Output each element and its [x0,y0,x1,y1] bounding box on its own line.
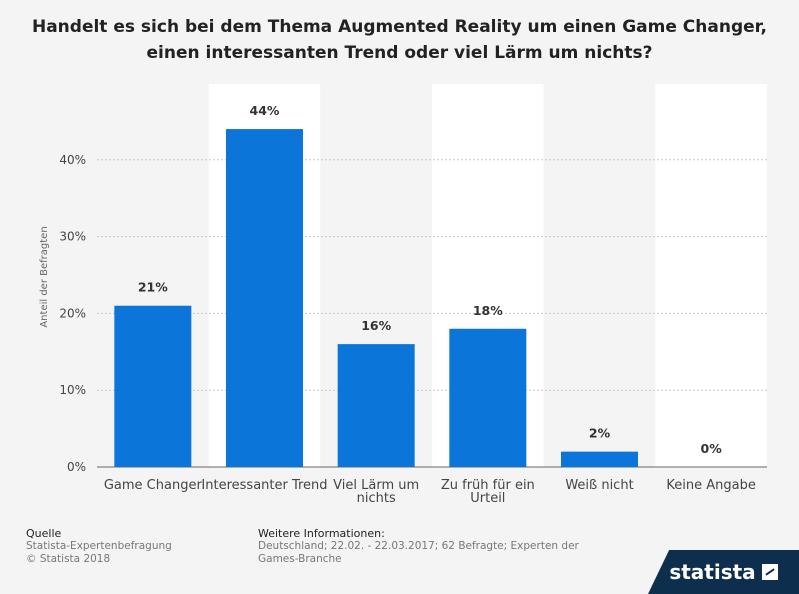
x-category-label: Urteil [470,491,505,506]
x-category-label: Game Changer [104,478,203,493]
x-category-label: Keine Angabe [666,478,755,493]
bar-chart: 0% 10% 20% 30% 40% Game Changer Interessanter… [39,84,767,506]
column-bands [97,84,767,467]
bar[interactable] [337,344,415,467]
bar[interactable] [226,129,303,467]
x-category-label: Zu früh für ein [441,478,535,493]
chart-title-line-2: einen interessanten Trend oder viel Lärm… [146,43,653,63]
data-label: 18% [473,303,503,318]
source-block: Quelle Statista-Expertenbefragung © Stat… [26,527,172,566]
gridlines [97,159,767,468]
data-label: 44% [250,103,280,118]
x-category-label: Interessanter Trend [201,478,327,493]
x-axis-categories: Game Changer Interessanter Trend Viel Lärm… [104,478,756,506]
source-line-1: Statista-Expertenbefragung [26,540,172,552]
y-axis-label: Anteil der Befragten [39,226,50,327]
column-band [655,84,767,467]
statista-logo[interactable]: statista [648,550,799,594]
bar[interactable] [561,451,638,467]
x-category-label: Viel Lärm um [333,478,419,493]
y-tick-label: 40% [59,153,86,167]
y-tick-label: 30% [59,230,86,244]
data-label: 0% [701,441,723,456]
info-line-1: Deutschland; 22.02. - 22.03.2017; 62 Bef… [258,540,579,552]
statista-logo-icon [761,564,778,580]
chart-title-line-1: Handelt es sich bei dem Thema Augmented … [31,17,767,37]
y-tick-label: 20% [59,306,86,320]
data-label: 2% [589,426,611,441]
statista-logo-text: statista [669,560,756,584]
source-heading: Quelle [26,527,62,540]
source-line-2: © Statista 2018 [26,553,111,565]
bars [114,129,638,467]
column-band [543,84,656,467]
y-axis-ticks: 0% 10% 20% 30% 40% [59,153,86,474]
y-tick-label: 0% [67,460,86,474]
y-tick-label: 10% [59,383,86,397]
bar[interactable] [449,328,527,467]
info-block: Weitere Informationen: Deutschland; 22.0… [258,527,579,566]
info-heading: Weitere Informationen: [258,527,385,540]
data-labels: 21% 44% 16% 18% 2% 0% [138,103,722,456]
x-category-label: nichts [357,491,396,506]
x-category-label: Weiß nicht [565,478,633,493]
data-label: 16% [361,318,391,333]
info-line-2: Games-Branche [258,553,342,565]
data-label: 21% [138,280,168,295]
chart-title: Handelt es sich bei dem Thema Augmented … [0,14,799,66]
bar[interactable] [114,305,192,467]
